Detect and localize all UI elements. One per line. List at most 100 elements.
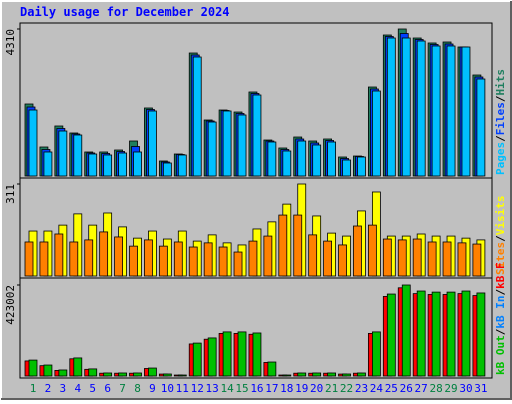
bar [278, 214, 288, 277]
bar [401, 284, 411, 377]
x-tick-label: 15 [235, 382, 248, 395]
x-tick-label: 8 [134, 382, 141, 395]
bar [148, 110, 157, 177]
bar [342, 373, 351, 377]
x-tick-label: 26 [400, 382, 413, 395]
legend-separator: / [494, 95, 507, 102]
bar [461, 46, 471, 177]
bar [371, 90, 381, 177]
bar [192, 342, 202, 377]
bar [207, 337, 217, 377]
bar [54, 233, 64, 277]
bar [371, 331, 381, 377]
bar [412, 238, 422, 277]
x-tick-label: 22 [340, 382, 353, 395]
bar [148, 367, 157, 377]
bar [367, 224, 377, 277]
y-tick-label: 423002 [4, 285, 17, 325]
x-tick-label: 24 [370, 382, 384, 395]
bar [431, 291, 441, 377]
legend: Pages/Files/Hits [494, 69, 507, 175]
chart-title: Daily usage for December 2024 [20, 5, 230, 19]
bar [282, 150, 292, 177]
x-tick-label: 4 [74, 382, 81, 395]
bar [342, 159, 351, 177]
bar [133, 372, 142, 377]
bar [327, 372, 337, 377]
bar [297, 372, 307, 377]
legend-entry: kB In [494, 296, 507, 329]
legend: kB Out/kB In/kB F [494, 262, 507, 375]
bar [129, 245, 138, 277]
bar [88, 368, 98, 377]
legend-entry: Pages [494, 142, 507, 175]
legend-entry: Hits [494, 69, 507, 96]
legend-entry: Visits [494, 196, 507, 236]
bar [43, 364, 53, 377]
bar [267, 141, 277, 177]
bar [192, 56, 202, 177]
x-tick-label: 2 [45, 382, 52, 395]
bar [43, 151, 53, 177]
bar [312, 372, 322, 377]
bar [69, 241, 79, 277]
bar [297, 140, 307, 177]
x-tick-label: 31 [474, 382, 487, 395]
bar [386, 293, 396, 377]
bar [58, 369, 68, 377]
bar [416, 40, 426, 177]
bar [431, 45, 441, 177]
x-tick-label: 9 [149, 382, 156, 395]
bar [442, 241, 452, 277]
x-tick-label: 28 [429, 382, 442, 395]
x-tick-label: 14 [220, 382, 234, 395]
x-tick-label: 23 [355, 382, 368, 395]
legend-entry: kB Out [494, 335, 507, 375]
bar [327, 141, 337, 177]
bar [427, 241, 437, 277]
bar [233, 251, 243, 277]
bar [222, 110, 232, 177]
bar [248, 240, 258, 277]
bar [252, 94, 262, 177]
bar [173, 241, 183, 277]
legend-entry: Files [494, 102, 507, 135]
bar [39, 241, 49, 277]
legend-separator: / [494, 135, 507, 142]
bar [446, 45, 456, 177]
bar [461, 290, 471, 377]
bar [103, 372, 113, 377]
bar [28, 359, 38, 377]
bar [476, 78, 486, 177]
bar [99, 231, 109, 277]
bar [58, 130, 68, 177]
bar [84, 239, 94, 277]
bar [73, 134, 83, 177]
bar [457, 242, 467, 277]
y-tick-label: 4310 [4, 29, 17, 56]
x-tick-label: 19 [295, 382, 308, 395]
legend-separator: / [494, 328, 507, 335]
legend-entry: Sites [494, 242, 507, 275]
bar [357, 156, 366, 177]
bar [118, 152, 127, 177]
x-tick-label: 18 [280, 382, 293, 395]
bar [114, 236, 123, 277]
bar [237, 114, 247, 177]
bar [397, 239, 407, 277]
bar [144, 239, 153, 277]
x-tick-label: 1 [30, 382, 37, 395]
bar [222, 331, 232, 377]
x-tick-label: 6 [104, 382, 111, 395]
x-tick-label: 20 [310, 382, 323, 395]
x-tick-label: 30 [459, 382, 472, 395]
bar [207, 121, 217, 177]
bar [28, 109, 38, 177]
legend-separator: / [494, 289, 507, 296]
x-tick-label: 5 [89, 382, 96, 395]
bar [312, 144, 322, 177]
legend-entry: kB F [494, 262, 507, 289]
bar [401, 37, 411, 177]
bar [293, 214, 303, 277]
